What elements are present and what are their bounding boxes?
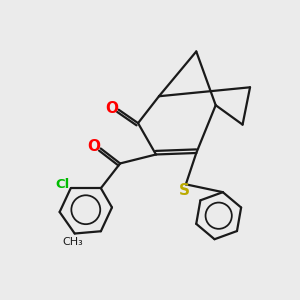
Text: Cl: Cl xyxy=(55,178,70,191)
Text: S: S xyxy=(179,183,190,198)
Text: O: O xyxy=(106,101,118,116)
Text: O: O xyxy=(87,139,100,154)
Text: CH₃: CH₃ xyxy=(63,237,84,247)
